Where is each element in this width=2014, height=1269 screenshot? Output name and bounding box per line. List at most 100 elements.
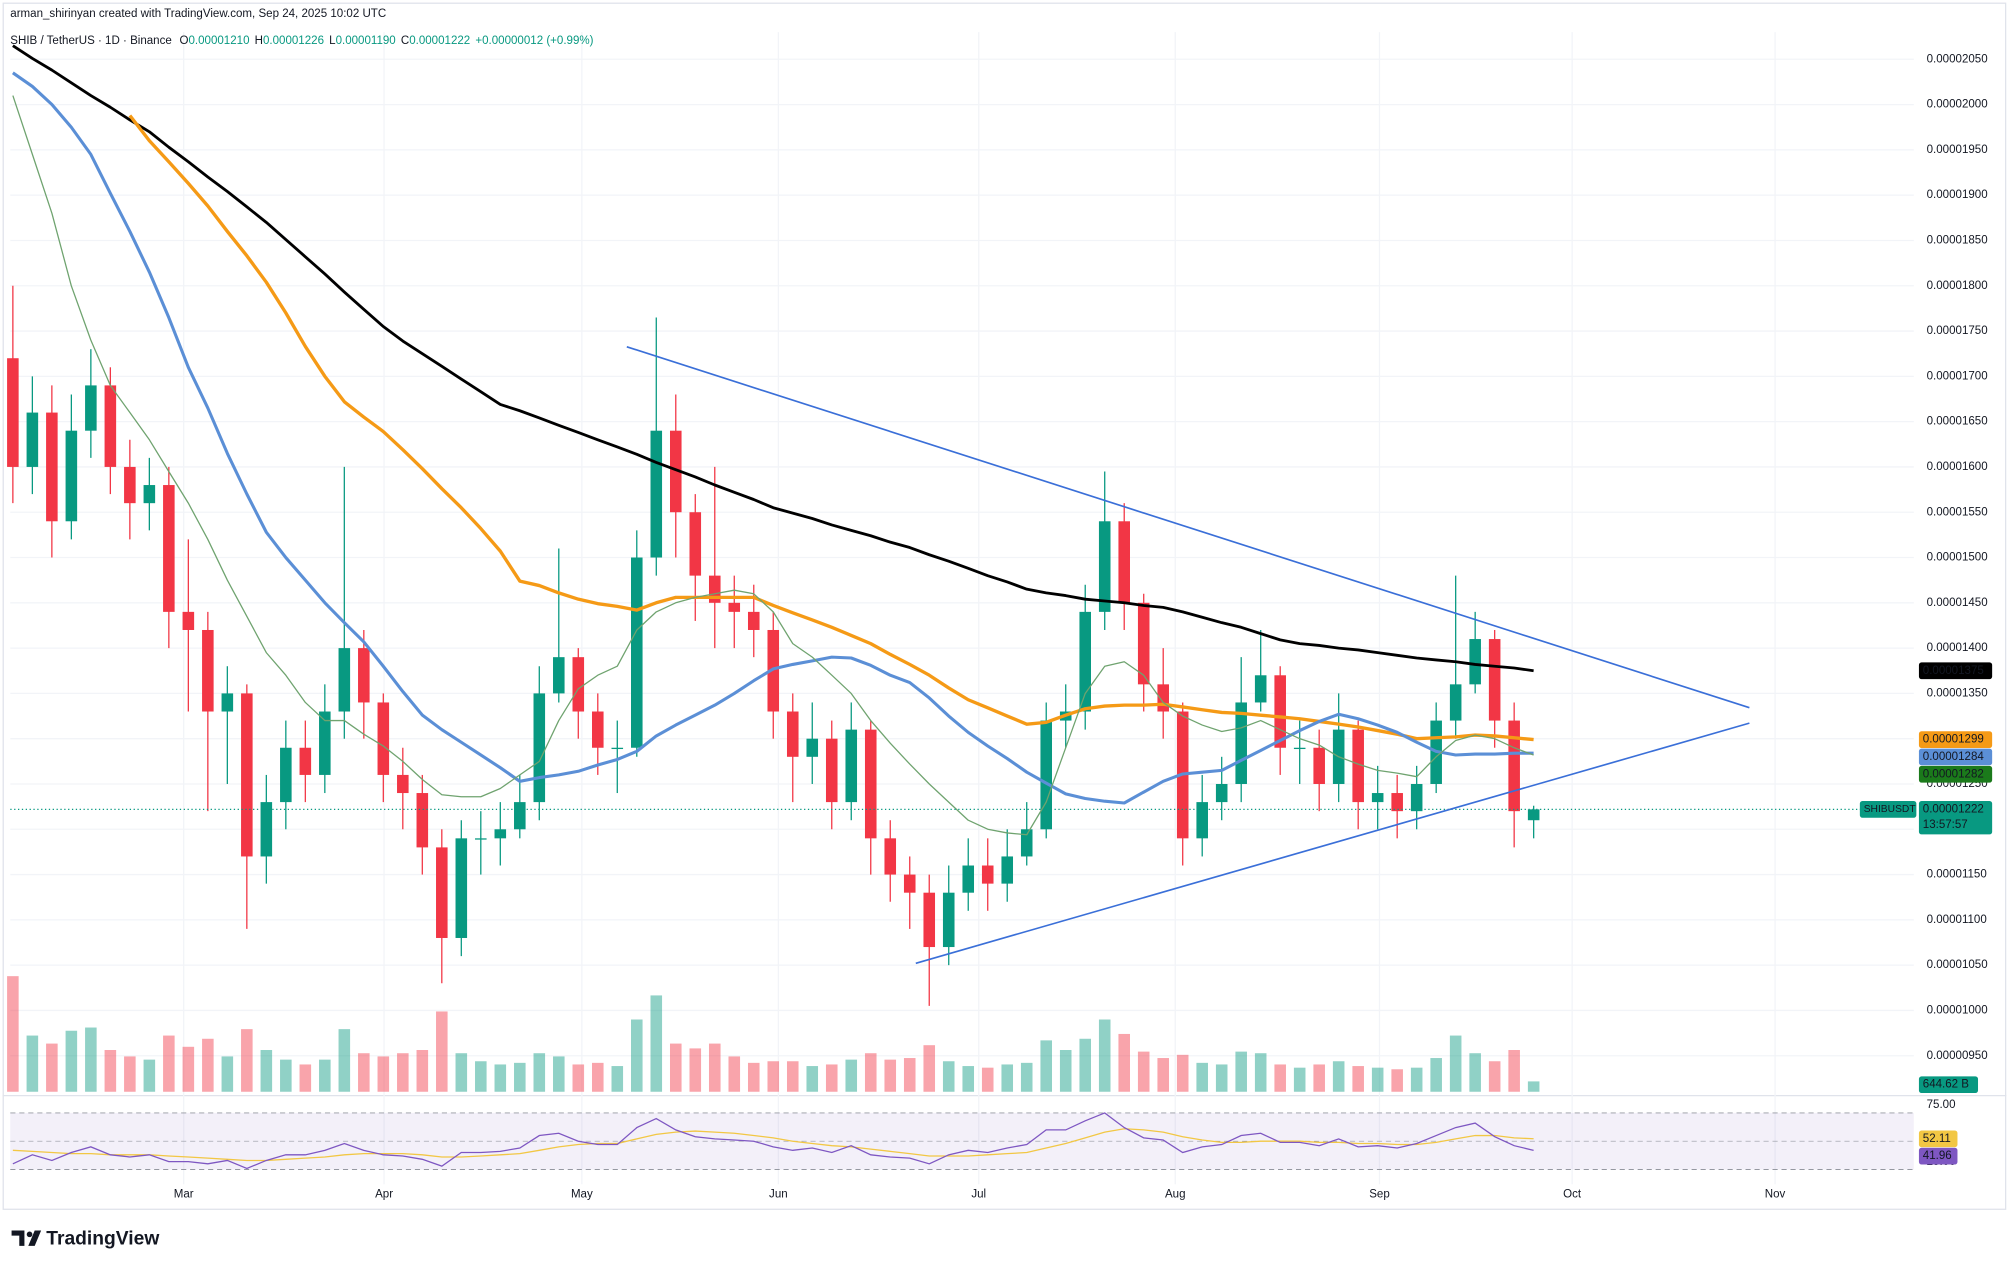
candle-body: [1040, 720, 1053, 830]
candle-body: [221, 693, 234, 712]
moving-average: [128, 114, 1534, 742]
candle-body: [962, 865, 975, 893]
ohlc-value: 0.00001226: [263, 35, 324, 47]
candle-body: [280, 747, 292, 803]
moving-average: [12, 95, 1534, 836]
rsi-band: [10, 1112, 1914, 1170]
volume-bar: [1254, 1053, 1267, 1092]
volume-bar: [650, 995, 663, 1092]
x-tick-label: Apr: [375, 1189, 393, 1201]
volume-bar: [143, 1059, 156, 1092]
candle-body: [553, 657, 565, 694]
y-tick-label: 0.00001100: [1927, 914, 1987, 926]
volume-bar: [669, 1043, 682, 1092]
x-tick-label: Mar: [174, 1189, 194, 1201]
volume-bar: [7, 976, 19, 1092]
volume-bar: [825, 1064, 838, 1092]
volume-bar: [416, 1050, 429, 1092]
volume-bar: [1196, 1062, 1208, 1092]
candle-body: [689, 512, 702, 576]
volume-bar: [981, 1067, 994, 1092]
x-tick-label: Jul: [971, 1189, 986, 1201]
volume-bar: [533, 1053, 546, 1092]
volume-bar: [708, 1043, 721, 1092]
moving-average: [11, 71, 1534, 805]
candle-body: [767, 629, 780, 712]
candle-body: [1488, 639, 1501, 721]
symbol-tag-label: SHIBUSDT: [1864, 804, 1917, 815]
volume-bar: [786, 1061, 799, 1092]
y-tick-label: 0.00001950: [1927, 144, 1988, 156]
ohlc-key: O: [180, 35, 189, 47]
volume-bar: [845, 1059, 858, 1092]
volume-bar: [1040, 1040, 1053, 1092]
moving-average: [12, 44, 1534, 673]
candle-body: [592, 711, 604, 748]
candle-body: [377, 702, 390, 775]
volume-bar: [611, 1066, 624, 1092]
ohlc-value: 0.00001190: [336, 35, 396, 47]
ohlc-key: H: [255, 35, 263, 47]
candle-body: [806, 738, 819, 757]
candle-body: [572, 657, 585, 712]
y-tick-label: 0.00001850: [1927, 235, 1988, 247]
volume-bar: [299, 1064, 312, 1092]
rsi-tag: [1918, 1147, 1958, 1165]
volume-bar: [1274, 1064, 1286, 1092]
volume-bar: [26, 1035, 39, 1092]
candle-body: [1293, 747, 1306, 750]
y-tick-label: 0.00001550: [1927, 506, 1988, 518]
volume-bar: [65, 1030, 78, 1092]
candle-body: [864, 729, 877, 839]
x-tick-label: May: [571, 1189, 593, 1201]
volume-bar: [338, 1029, 351, 1092]
last-price-tag: [1918, 800, 1993, 835]
y-tick-label: 0.00001350: [1927, 687, 1988, 699]
candle-body: [533, 693, 546, 803]
volume-bar: [319, 1059, 331, 1092]
volume-bar: [280, 1059, 292, 1092]
candle-body: [1313, 747, 1325, 784]
volume-bar: [475, 1061, 487, 1092]
volume-bar: [806, 1066, 819, 1092]
volume-bar: [46, 1043, 58, 1092]
volume-bar: [1293, 1067, 1306, 1092]
volume-bar: [1410, 1067, 1423, 1092]
volume-bar: [1020, 1062, 1033, 1092]
candle-body: [124, 466, 136, 504]
volume-bar: [1118, 1033, 1130, 1092]
ohlc-key: L: [329, 35, 336, 47]
candle-body: [85, 385, 97, 431]
volume-bar: [104, 1050, 117, 1092]
logo-dot: [26, 1231, 33, 1238]
brand-logo: TradingView: [11, 1229, 160, 1250]
countdown: 13:57:57: [1923, 819, 1968, 831]
ohlc-key: C: [401, 35, 409, 47]
candle-body: [65, 430, 78, 522]
x-tick-label: Jun: [769, 1189, 788, 1201]
volume-bar: [572, 1064, 585, 1092]
candle-body: [1137, 602, 1150, 685]
candle-body: [1391, 793, 1403, 812]
volume-bar: [767, 1061, 780, 1092]
volume-bar: [728, 1056, 741, 1092]
candle-body: [299, 747, 312, 775]
ma-price-tag: [1918, 748, 1993, 766]
ohlc-value: 0.00001210: [189, 35, 250, 47]
volume-bar: [358, 1053, 370, 1092]
volume-bar: [514, 1062, 526, 1092]
candle-body: [786, 711, 799, 757]
candle-body: [241, 693, 253, 857]
volume-bar: [1488, 1061, 1501, 1092]
volume-bar: [631, 1019, 643, 1092]
credit: arman_shirinyan created with TradingView…: [10, 8, 386, 20]
candle-body: [416, 793, 429, 848]
candle-body: [611, 747, 624, 750]
candle-body: [747, 611, 760, 630]
x-tick-label: Sep: [1369, 1189, 1390, 1201]
rsi-ma-tag-label: 52.11: [1923, 1133, 1951, 1145]
volume-bar: [1332, 1061, 1345, 1092]
